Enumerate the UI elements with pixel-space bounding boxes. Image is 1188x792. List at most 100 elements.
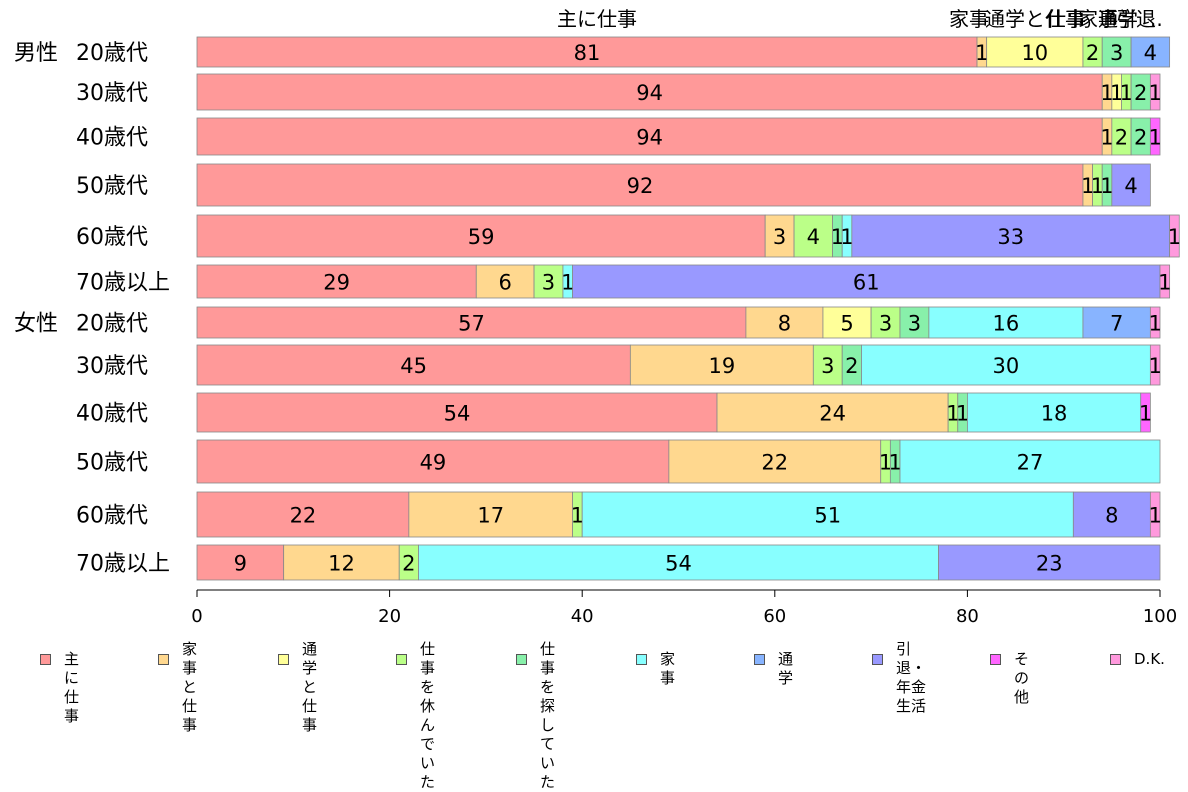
data-label: 1 (1091, 174, 1104, 198)
data-label: 4 (807, 225, 820, 249)
data-label: 61 (853, 271, 880, 295)
data-label: 94 (636, 81, 663, 105)
legend-label: 家事と 仕事 (182, 640, 198, 734)
data-label: 1 (1158, 271, 1171, 295)
bar-segment (196, 117, 1103, 156)
legend-swatch (990, 654, 1001, 665)
data-label: 3 (542, 271, 555, 295)
data-label: 1 (1139, 402, 1152, 426)
data-label: 1 (1081, 174, 1094, 198)
row-label: 50歳代 (76, 451, 148, 476)
row-label: 30歳代 (76, 81, 148, 106)
bar-segment (408, 491, 573, 538)
legend-swatch (1110, 654, 1121, 665)
top-series-label: 主に仕事 (557, 7, 637, 31)
bar-segment (1101, 36, 1132, 68)
data-label: 1 (1120, 81, 1133, 105)
legend-swatch (872, 654, 883, 665)
legend-swatch (754, 654, 765, 665)
bar-segment (418, 544, 939, 581)
data-label: 45 (400, 354, 427, 378)
legend-label: 仕事を探 していた (540, 640, 556, 791)
x-tick-label: 20 (378, 606, 401, 627)
legend-label: D.K. (1134, 650, 1165, 668)
legend-swatch (636, 654, 647, 665)
bar-segment (899, 439, 1161, 484)
data-label: 9 (234, 552, 247, 576)
top-series-label: 家事 (949, 7, 989, 31)
bar-segment (1149, 117, 1161, 156)
group-label: 男性 (14, 41, 58, 66)
data-label: 1 (571, 504, 584, 528)
data-label: 1 (1148, 312, 1161, 336)
data-label: 2 (1086, 41, 1099, 65)
data-label: 8 (1105, 504, 1118, 528)
top-series-label: 引退 (1116, 7, 1156, 31)
top-series-label: 家事 (1078, 7, 1118, 31)
data-label: 1 (831, 225, 844, 249)
bar-segment (1149, 73, 1161, 111)
bar-segment (668, 439, 882, 484)
bar-segment (1072, 491, 1151, 538)
data-label: 2 (402, 552, 415, 576)
data-label: 1 (956, 402, 969, 426)
bar-segment (764, 214, 795, 258)
bar-segment (861, 344, 1151, 386)
bar-segment (196, 439, 670, 484)
legend-swatch (396, 654, 407, 665)
row-label: 20歳代 (76, 312, 148, 337)
bar-segment (899, 306, 930, 339)
bar-segment (1130, 36, 1171, 68)
data-label: 49 (420, 451, 447, 475)
row-label: 30歳代 (76, 354, 148, 379)
row-label: 70歳以上 (76, 552, 170, 577)
data-label: 2 (1134, 81, 1147, 105)
data-label: 16 (993, 312, 1020, 336)
row-label: 70歳以上 (76, 271, 170, 296)
stacked-bar-chart: 81 1 10 2 3 494 111 2 194 1 2 2 192 111 459 3 4 11 33 129 6 3… (14, 7, 1181, 627)
data-label: 10 (1021, 41, 1048, 65)
legend-label: 通学と 仕事 (302, 640, 318, 734)
data-label: 54 (444, 402, 471, 426)
data-label: 3 (879, 312, 892, 336)
bar-segment (1140, 392, 1151, 433)
bar-segment (1111, 163, 1151, 207)
legend-label: 通学 (778, 650, 794, 687)
data-label: 3 (821, 354, 834, 378)
bar-segment (196, 264, 477, 299)
bar-segment (196, 163, 1084, 207)
row-label: 50歳代 (76, 174, 148, 199)
data-label: 2 (1115, 126, 1128, 150)
bar-segment (928, 306, 1084, 339)
row-label: 40歳代 (76, 402, 148, 427)
bar-segment (812, 344, 843, 386)
data-label: 3 (1110, 41, 1123, 65)
bar-segment (1159, 264, 1171, 299)
data-label: 1 (1168, 225, 1181, 249)
legend-label: その他 (1014, 650, 1030, 706)
bar-segment (1082, 306, 1151, 339)
data-label: 4 (1144, 41, 1157, 65)
data-label: 1 (946, 402, 959, 426)
top-series-label-ellipsis: .. (1150, 7, 1163, 31)
bar-segment (196, 214, 766, 258)
legend-label: 家事 (660, 650, 676, 687)
bar-segment (572, 264, 1161, 299)
data-label: 94 (636, 126, 663, 150)
data-label: 1 (1110, 81, 1123, 105)
legend-swatch (158, 654, 169, 665)
data-label: 17 (477, 504, 504, 528)
legend-label: 主に仕事 (64, 650, 80, 725)
data-label: 3 (773, 225, 786, 249)
top-series-label: 仕事 (1046, 7, 1086, 31)
bar-segment (196, 306, 747, 339)
bar-segment (870, 306, 901, 339)
data-label: 18 (1041, 402, 1068, 426)
x-tick-label: 40 (571, 606, 594, 627)
legend-swatch (278, 654, 289, 665)
data-label: 1 (879, 451, 892, 475)
data-label: 1 (1148, 504, 1161, 528)
row-label: 20歳代 (76, 41, 148, 66)
data-label: 27 (1017, 451, 1044, 475)
bar-segment (533, 264, 564, 299)
